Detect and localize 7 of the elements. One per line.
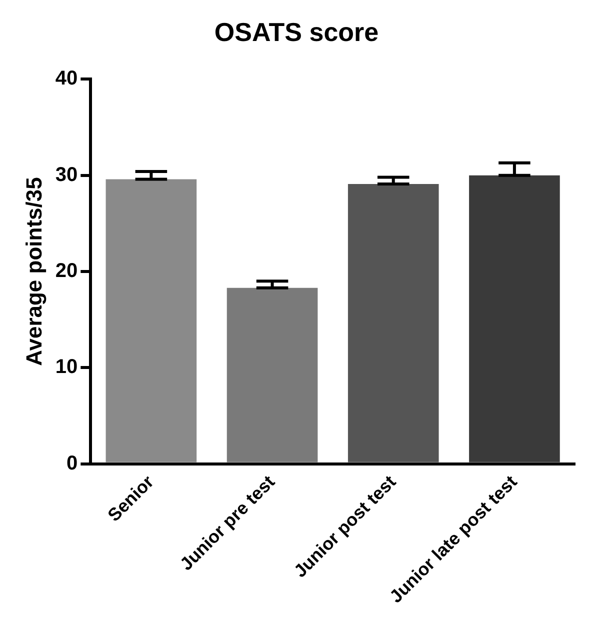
chart-title: OSATS score	[214, 16, 379, 47]
y-tick-label: 0	[66, 452, 78, 474]
y-tick-label: 40	[55, 68, 78, 90]
y-tick-label: 10	[55, 356, 78, 378]
y-tick-label: 20	[55, 260, 78, 282]
y-axis-title: Average points/35	[21, 177, 46, 366]
y-tick-label: 30	[55, 164, 78, 186]
